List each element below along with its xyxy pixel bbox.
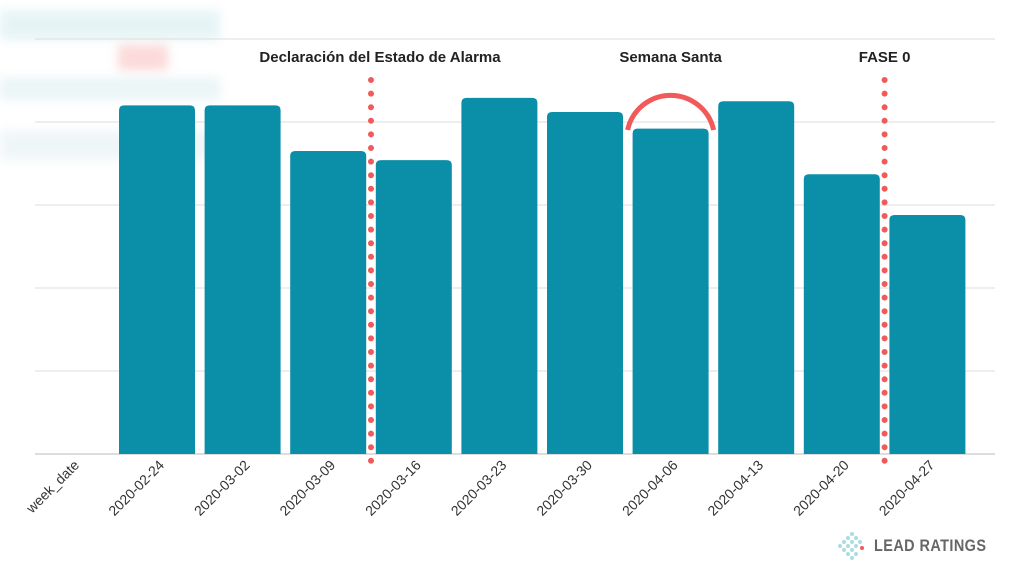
x-tick-label: 2020-03-02	[191, 457, 253, 519]
bar	[204, 105, 281, 455]
logo-text: LEAD RATINGS	[874, 536, 987, 555]
x-tick-label: 2020-03-16	[362, 457, 424, 519]
annotation-arc	[625, 92, 717, 131]
bar	[119, 105, 195, 455]
x-axis-label: week_date	[22, 457, 82, 517]
bar	[632, 128, 709, 454]
lead-ratings-logo: LEAD RATINGS	[836, 530, 1006, 562]
bar	[547, 112, 623, 454]
bar	[803, 174, 880, 455]
x-tick-label: 2020-04-20	[790, 457, 852, 519]
bar	[889, 214, 966, 454]
x-tick-label: 2020-04-06	[619, 457, 681, 519]
blurred-red-mark	[118, 45, 168, 70]
logo-diamond-icon	[838, 532, 864, 560]
bar	[461, 97, 538, 455]
annotation-label: Declaración del Estado de Alarma	[259, 49, 501, 66]
x-tick-label: 2020-03-09	[276, 457, 338, 519]
x-tick-label: 2020-03-30	[533, 457, 595, 519]
annotation-label: FASE 0	[859, 49, 911, 66]
annotation-label: Semana Santa	[619, 49, 722, 66]
bar	[718, 101, 795, 454]
x-tick-label: 2020-04-27	[876, 457, 938, 519]
x-tick-label: 2020-04-13	[704, 457, 766, 519]
x-tick-label: 2020-02-24	[105, 457, 167, 519]
x-tick-label: 2020-03-23	[448, 457, 510, 519]
bar	[290, 151, 367, 455]
bar	[375, 160, 452, 454]
